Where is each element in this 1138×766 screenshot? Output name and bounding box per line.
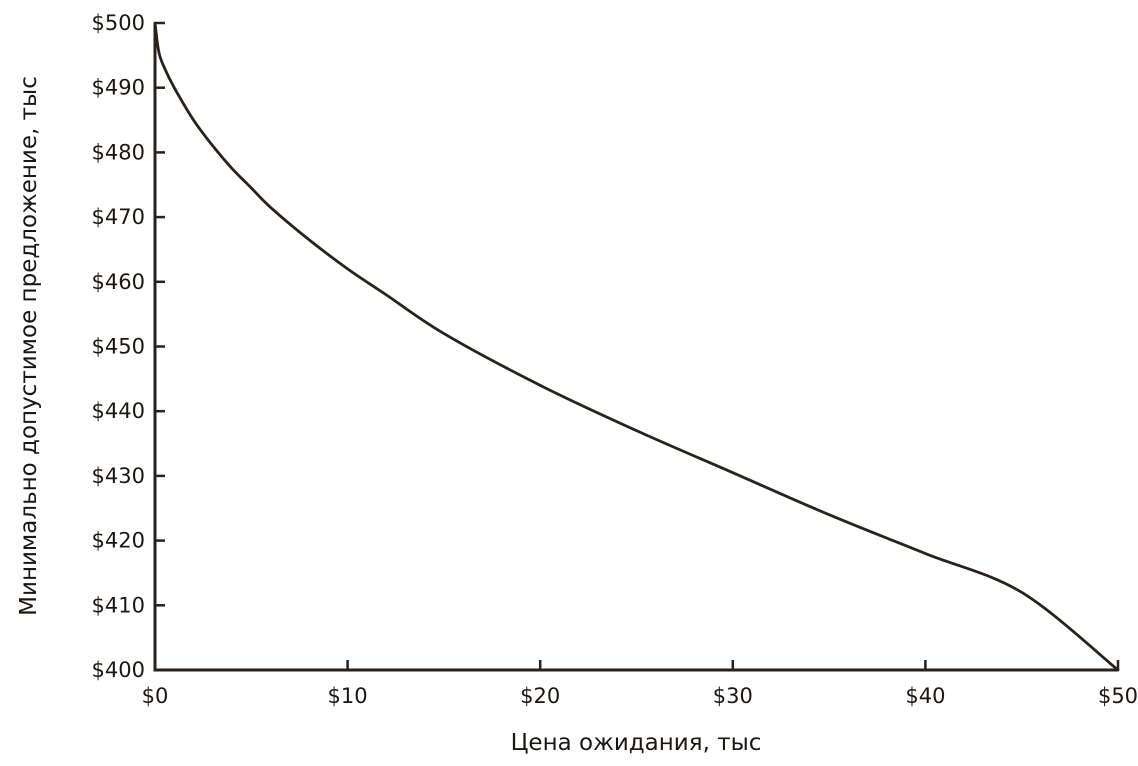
y-tick-label: $420 — [92, 529, 145, 553]
y-tick-label: $470 — [92, 205, 145, 229]
y-tick-label: $460 — [92, 270, 145, 294]
x-axis-title: Цена ожидания, тыс — [511, 730, 762, 756]
x-tick-label: $30 — [713, 684, 753, 708]
axes-group — [153, 23, 1118, 672]
series-group — [153, 21, 1120, 672]
y-axis-title: Минимально допустимое предложение, тыс — [16, 76, 42, 616]
y-tick-label: $410 — [92, 593, 145, 617]
y-tick-label: $450 — [92, 335, 145, 359]
x-tick-label: $0 — [142, 684, 169, 708]
y-tick-label: $480 — [92, 140, 145, 164]
y-tick-label: $500 — [92, 11, 145, 35]
y-tick-label: $430 — [92, 464, 145, 488]
x-tick-label: $20 — [520, 684, 560, 708]
y-tick-label: $400 — [92, 658, 145, 682]
x-tick-label: $50 — [1098, 684, 1138, 708]
x-tick-label: $10 — [328, 684, 368, 708]
ticks-group: $400 $410 $420 $430 $440 $450 $460 $470 $480 $490… — [92, 11, 1138, 708]
y-tick-label: $440 — [92, 399, 145, 423]
series-line — [153, 21, 1120, 672]
x-tick-label: $40 — [905, 684, 945, 708]
y-tick-label: $490 — [92, 76, 145, 100]
